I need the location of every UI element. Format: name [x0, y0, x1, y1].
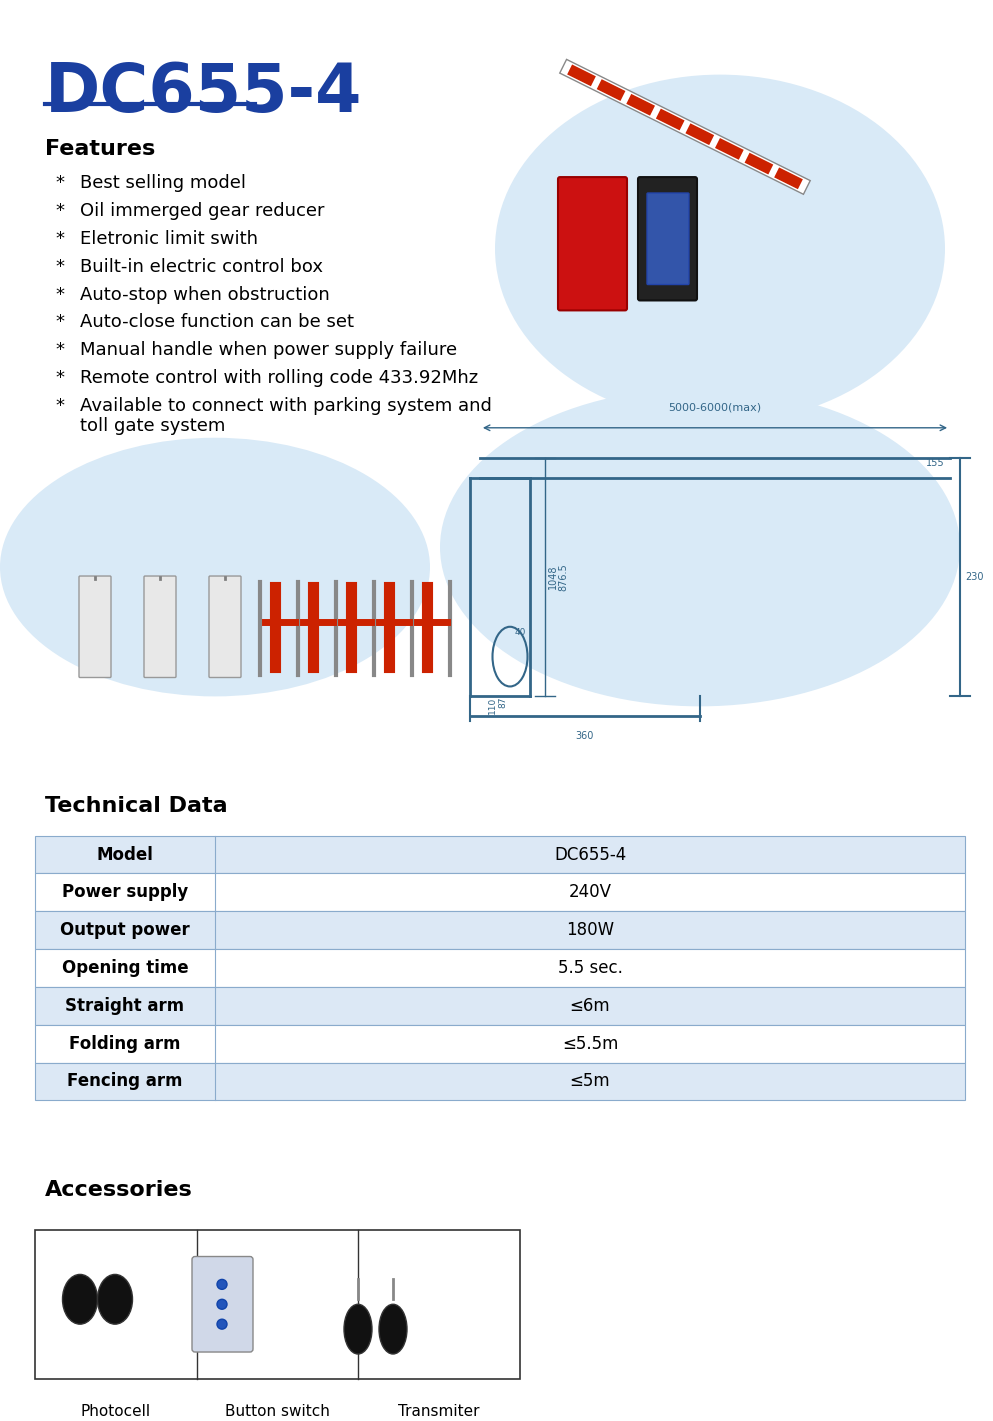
Ellipse shape	[0, 438, 430, 696]
FancyBboxPatch shape	[638, 178, 697, 300]
Text: Available to connect with parking system and: Available to connect with parking system…	[80, 396, 492, 415]
Circle shape	[217, 1299, 227, 1309]
Bar	[35, 1025, 965, 1063]
Bar	[35, 988, 965, 1025]
Text: 110: 110	[488, 696, 496, 713]
Text: *: *	[55, 369, 64, 387]
Text: *: *	[55, 396, 64, 415]
Bar	[35, 949, 965, 988]
Text: DC655-4: DC655-4	[45, 60, 362, 125]
Ellipse shape	[440, 388, 960, 706]
Text: *: *	[55, 314, 64, 331]
Text: Folding arm: Folding arm	[70, 1034, 181, 1053]
Text: Button switch: Button switch	[225, 1404, 330, 1418]
Text: Features: Features	[45, 139, 155, 159]
Text: Auto-close function can be set: Auto-close function can be set	[80, 314, 354, 331]
Text: ≤5m: ≤5m	[570, 1073, 611, 1090]
Ellipse shape	[379, 1304, 407, 1354]
Text: Transmiter: Transmiter	[398, 1404, 480, 1418]
Text: 155: 155	[926, 458, 945, 468]
Text: Power supply: Power supply	[62, 884, 188, 901]
Text: 360: 360	[576, 732, 594, 742]
Text: Remote control with rolling code 433.92Mhz: Remote control with rolling code 433.92M…	[80, 369, 478, 387]
Bar	[35, 911, 965, 949]
Text: Eletronic limit swith: Eletronic limit swith	[80, 230, 258, 247]
Text: toll gate system: toll gate system	[80, 416, 225, 435]
Text: Oil immerged gear reducer: Oil immerged gear reducer	[80, 202, 325, 220]
Text: Best selling model: Best selling model	[80, 175, 246, 192]
Text: Fencing arm: Fencing arm	[68, 1073, 183, 1090]
Text: DC655-4: DC655-4	[554, 845, 627, 864]
Text: 5000-6000(max): 5000-6000(max)	[668, 404, 762, 414]
FancyBboxPatch shape	[192, 1256, 253, 1351]
Text: *: *	[55, 341, 64, 360]
Text: ≤6m: ≤6m	[570, 996, 611, 1015]
FancyBboxPatch shape	[209, 576, 241, 678]
Text: 240V: 240V	[569, 884, 612, 901]
Text: Opening time: Opening time	[62, 959, 189, 978]
Text: ≤5.5m: ≤5.5m	[562, 1034, 619, 1053]
Bar	[35, 1063, 965, 1100]
Bar	[35, 874, 965, 911]
FancyBboxPatch shape	[647, 193, 689, 284]
Circle shape	[217, 1279, 227, 1289]
Ellipse shape	[495, 75, 945, 423]
Text: 40: 40	[514, 628, 525, 637]
Text: Photocell: Photocell	[80, 1404, 151, 1418]
Text: 5.5 sec.: 5.5 sec.	[557, 959, 623, 978]
Text: 87: 87	[498, 696, 507, 708]
Text: 180W: 180W	[566, 921, 614, 939]
Ellipse shape	[97, 1275, 132, 1324]
Text: Manual handle when power supply failure: Manual handle when power supply failure	[80, 341, 457, 360]
Bar	[35, 1229, 520, 1378]
Text: *: *	[55, 175, 64, 192]
Text: *: *	[55, 286, 64, 304]
Text: 230: 230	[965, 573, 983, 583]
Ellipse shape	[63, 1275, 97, 1324]
Text: Built-in electric control box: Built-in electric control box	[80, 257, 323, 276]
Text: 1048: 1048	[548, 564, 558, 590]
Ellipse shape	[344, 1304, 372, 1354]
Text: Auto-stop when obstruction: Auto-stop when obstruction	[80, 286, 330, 304]
Text: *: *	[55, 257, 64, 276]
FancyBboxPatch shape	[79, 576, 111, 678]
Text: 876.5: 876.5	[558, 563, 568, 591]
Text: Technical Data: Technical Data	[45, 796, 227, 816]
Text: Output power: Output power	[61, 921, 190, 939]
Text: Accessories: Accessories	[45, 1179, 193, 1199]
Text: *: *	[55, 230, 64, 247]
Bar	[35, 836, 965, 874]
Circle shape	[217, 1319, 227, 1329]
FancyBboxPatch shape	[558, 178, 627, 310]
Text: Straight arm: Straight arm	[66, 996, 185, 1015]
Text: *: *	[55, 202, 64, 220]
FancyBboxPatch shape	[144, 576, 176, 678]
Text: Model: Model	[96, 845, 154, 864]
